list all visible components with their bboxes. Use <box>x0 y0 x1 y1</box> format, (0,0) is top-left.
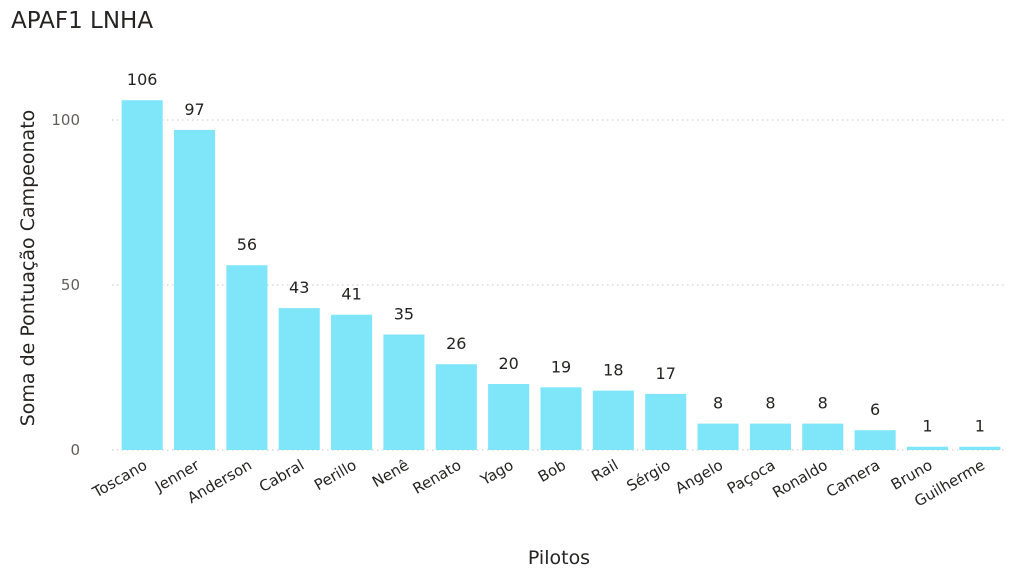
x-tick-label: Cabral <box>256 456 307 496</box>
chart-title: APAF1 LNHA <box>11 8 154 34</box>
x-tick-label: Yago <box>476 456 516 490</box>
data-label: 8 <box>818 394 828 413</box>
bar[interactable] <box>906 446 949 450</box>
x-tick-label: Camera <box>823 456 883 501</box>
bar[interactable] <box>278 308 320 450</box>
x-tick-label: Angelo <box>672 456 726 498</box>
data-label: 41 <box>341 285 361 304</box>
data-label: 106 <box>127 70 158 89</box>
data-label: 35 <box>394 305 414 324</box>
bar[interactable] <box>645 393 687 450</box>
data-label: 1 <box>922 417 932 436</box>
bar[interactable] <box>173 129 216 450</box>
x-tick-label: Bob <box>535 456 569 486</box>
bar[interactable] <box>749 423 791 450</box>
data-label: 19 <box>551 357 571 376</box>
bar[interactable] <box>959 446 1001 450</box>
x-tick-label: Perillo <box>311 456 359 494</box>
y-tick-label: 50 <box>61 276 80 294</box>
bar[interactable] <box>488 384 530 450</box>
x-tick-label: Ronaldo <box>769 456 830 502</box>
data-label: 1 <box>975 417 985 436</box>
x-tick-label: Nenê <box>369 456 412 491</box>
y-tick-label: 100 <box>51 111 80 129</box>
x-tick-label: Rail <box>588 456 621 485</box>
bar[interactable] <box>854 430 896 450</box>
y-axis-ticks: 0 50 100 <box>51 111 80 459</box>
bar[interactable] <box>383 334 425 451</box>
data-label: 18 <box>603 361 623 380</box>
x-tick-label: Toscano <box>89 456 151 502</box>
data-label: 6 <box>870 400 880 419</box>
x-axis-title: Pilotos <box>528 547 590 569</box>
data-label: 56 <box>237 235 257 254</box>
data-label: 20 <box>498 354 518 373</box>
bar[interactable] <box>435 364 477 450</box>
bar[interactable] <box>540 387 582 450</box>
y-tick-label: 0 <box>70 441 80 459</box>
x-tick-label: Renato <box>410 456 465 498</box>
data-labels: 106 97 56 43 41 35 26 20 19 18 17 8 8 8 6 1 1 <box>127 70 985 436</box>
data-label: 17 <box>656 364 676 383</box>
data-label: 26 <box>446 334 466 353</box>
bar[interactable] <box>331 314 373 450</box>
x-tick-label: Sérgio <box>624 456 674 495</box>
bar[interactable] <box>226 265 268 450</box>
data-label: 43 <box>289 278 309 297</box>
bar[interactable] <box>697 423 739 450</box>
x-tick-label: Paçoca <box>724 456 778 498</box>
data-label: 8 <box>713 394 723 413</box>
data-label: 8 <box>765 394 775 413</box>
bar[interactable] <box>592 390 634 450</box>
bars <box>121 100 1001 451</box>
bar[interactable] <box>802 423 844 450</box>
y-axis-title: Soma de Pontuação Campeonato <box>17 110 39 427</box>
data-label: 97 <box>184 100 204 119</box>
bar[interactable] <box>121 100 163 450</box>
